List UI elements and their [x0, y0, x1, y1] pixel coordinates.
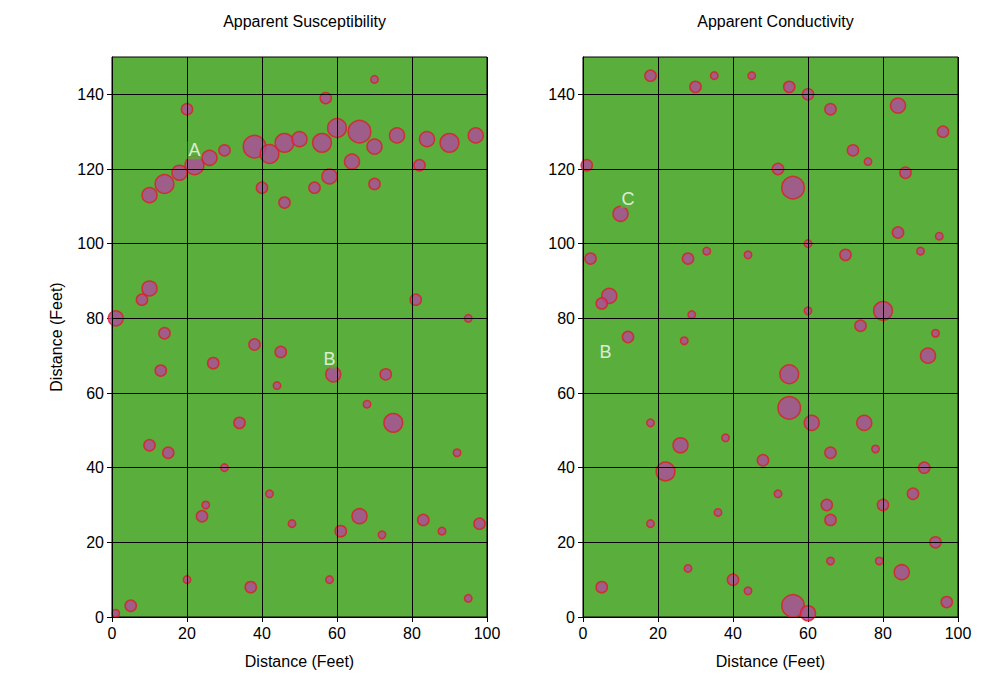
svg-text:120: 120 — [77, 161, 104, 178]
svg-text:100: 100 — [77, 235, 104, 252]
svg-text:100: 100 — [474, 625, 501, 642]
svg-text:B: B — [599, 342, 611, 362]
svg-text:0: 0 — [108, 625, 117, 642]
svg-text:60: 60 — [86, 385, 104, 402]
svg-text:100: 100 — [548, 235, 575, 252]
svg-text:140: 140 — [548, 86, 575, 103]
svg-text:0: 0 — [95, 609, 104, 626]
svg-text:80: 80 — [86, 310, 104, 327]
svg-text:0: 0 — [579, 625, 588, 642]
svg-text:Apparent Conductivity: Apparent Conductivity — [697, 13, 854, 30]
svg-text:C: C — [622, 189, 635, 209]
svg-text:Distance (Feet): Distance (Feet) — [716, 653, 825, 670]
svg-text:40: 40 — [557, 459, 575, 476]
svg-text:20: 20 — [178, 625, 196, 642]
svg-text:A: A — [188, 140, 200, 160]
svg-text:20: 20 — [557, 534, 575, 551]
svg-text:40: 40 — [86, 459, 104, 476]
svg-text:80: 80 — [403, 625, 421, 642]
svg-text:60: 60 — [799, 625, 817, 642]
svg-text:Apparent Susceptibility: Apparent Susceptibility — [223, 13, 386, 30]
svg-text:40: 40 — [253, 625, 271, 642]
svg-text:Distance (Feet): Distance (Feet) — [245, 653, 354, 670]
svg-text:80: 80 — [557, 310, 575, 327]
svg-text:40: 40 — [724, 625, 742, 642]
svg-text:140: 140 — [77, 86, 104, 103]
svg-text:Distance (Feet): Distance (Feet) — [48, 282, 65, 391]
svg-text:100: 100 — [945, 625, 972, 642]
svg-text:60: 60 — [328, 625, 346, 642]
svg-text:60: 60 — [557, 385, 575, 402]
svg-text:B: B — [323, 349, 335, 369]
svg-text:20: 20 — [86, 534, 104, 551]
svg-text:120: 120 — [548, 161, 575, 178]
svg-text:0: 0 — [566, 609, 575, 626]
svg-text:80: 80 — [874, 625, 892, 642]
svg-text:20: 20 — [649, 625, 667, 642]
